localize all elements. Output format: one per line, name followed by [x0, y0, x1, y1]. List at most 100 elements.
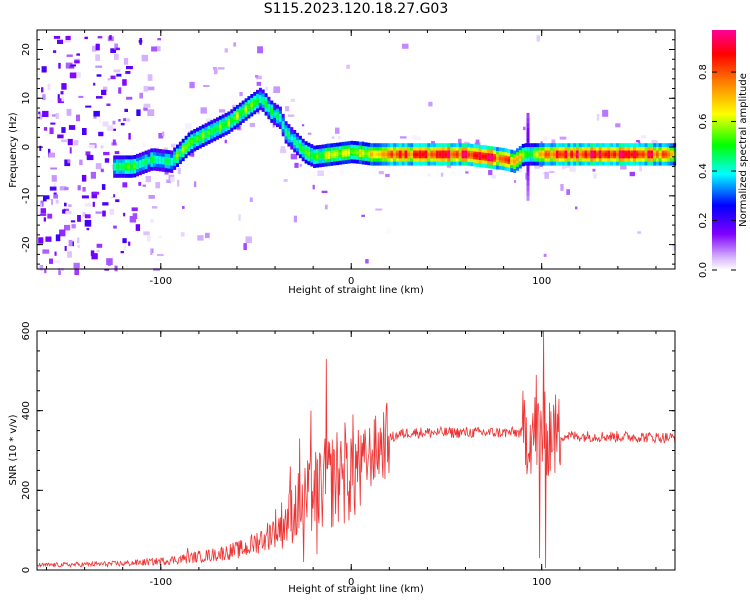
spectrogram-ridge-cell — [316, 154, 319, 159]
spectrogram-cell — [116, 73, 122, 77]
spectrogram-ridge-cell — [621, 152, 625, 157]
spectrogram-cell — [375, 208, 383, 211]
spectrogram-cell — [53, 259, 61, 264]
spectrogram-cell — [361, 214, 365, 217]
colorbar: 0.0 0.2 0.4 0.6 0.8 Normalized spectral ampl… — [698, 30, 749, 278]
spectrogram-ridge-cell — [347, 150, 351, 155]
spectrogram-cell — [126, 66, 133, 70]
spectrogram-cell — [141, 54, 148, 62]
spectrogram-ridge-cell — [116, 164, 119, 169]
spectrogram-cell — [290, 98, 296, 102]
spectrogram-ridge-cell — [421, 152, 425, 157]
spectrogram-cell — [123, 244, 127, 251]
spectrogram-cell — [61, 139, 68, 143]
spectrogram-cell — [411, 135, 418, 140]
spectrogram-xtick-label: -100 — [149, 276, 172, 287]
spectrogram-cell — [84, 203, 92, 207]
spectrogram-cell — [43, 195, 50, 202]
spectrogram-cell — [104, 158, 110, 163]
spectrogram-cell — [93, 110, 100, 117]
spectrogram-cell — [475, 139, 480, 146]
spectrogram-cell — [55, 234, 61, 242]
spectrogram-cell — [60, 91, 64, 95]
spectrogram-ridge-cell — [653, 152, 657, 157]
spectrogram-cell — [549, 170, 555, 174]
spectrogram-cell — [103, 86, 108, 92]
spectrogram-ridge-cell — [121, 164, 125, 169]
spectrogram-cell — [96, 249, 100, 252]
snr-xtick-label: 100 — [532, 577, 551, 588]
spectrogram-cell — [76, 114, 80, 122]
spectrogram-cell — [299, 163, 302, 167]
spectrogram-ridge-cell — [304, 150, 308, 155]
spectrogram-cell — [543, 253, 547, 257]
spectrogram-ridge-cell — [401, 152, 405, 157]
spectrogram-cell — [217, 67, 225, 70]
spectrogram-ridge-cell — [344, 151, 348, 155]
spectrogram-cell — [526, 166, 530, 172]
spectrogram-ridge-cell — [487, 155, 491, 159]
spectrogram-cell — [458, 138, 462, 145]
spectrogram-ridge-cell — [607, 152, 611, 157]
spectrogram-cell — [65, 35, 71, 41]
spectrogram-cell — [43, 127, 48, 131]
spectrogram-cell — [61, 95, 64, 102]
spectrogram-cell — [70, 64, 76, 67]
spectrogram-cell — [87, 52, 93, 57]
spectrogram-ridge-cell — [638, 152, 642, 157]
spectrogram-cell — [96, 96, 103, 99]
spectrogram-cell — [280, 146, 286, 152]
spectrogram-ridge-cell — [261, 99, 265, 103]
spectrogram-ridge-cell — [190, 140, 194, 144]
spectrogram-ridge-cell — [533, 152, 537, 157]
spectrogram-cell — [42, 110, 49, 117]
spectrogram-cell — [53, 192, 57, 196]
spectrogram-ridge-cell — [430, 152, 434, 157]
spectrogram-cell — [106, 258, 113, 265]
spectrogram-cell — [86, 227, 90, 231]
spectrogram-cell — [84, 214, 91, 219]
spectrogram-cell — [84, 219, 92, 227]
spectrogram-cell — [64, 187, 69, 191]
spectrogram-ridge-cell — [364, 151, 368, 156]
spectrogram-ridge-cell — [218, 125, 222, 129]
spectrogram-cell — [385, 227, 392, 234]
spectrogram-cell — [58, 62, 61, 69]
spectrogram-cell — [77, 244, 81, 249]
spectrogram-cell — [446, 164, 451, 168]
spectrogram-cell — [98, 131, 104, 137]
spectrogram-ytick-label: -20 — [21, 236, 32, 252]
spectrogram-cell — [205, 118, 213, 125]
spectrogram-cell — [180, 232, 185, 237]
spectrogram-cell — [148, 195, 155, 199]
spectrogram-xlabel: Height of straight line (km) — [288, 285, 424, 296]
spectrogram-cell — [53, 36, 61, 39]
colorbar-tick-label: 0.8 — [698, 64, 709, 80]
spectrogram-cell — [67, 251, 72, 258]
spectrogram-ridge-cell — [176, 154, 179, 158]
spectrogram-cell — [337, 135, 341, 140]
spectrogram-cell — [102, 202, 109, 206]
spectrogram-cell — [602, 109, 609, 117]
spectrogram-cell — [41, 66, 47, 73]
spectrogram-ridge-cell — [204, 132, 208, 137]
spectrogram-cell — [55, 199, 59, 204]
spectrogram-ridge-cell — [513, 160, 517, 164]
spectrogram-cell — [124, 108, 128, 112]
spectrogram-cell — [143, 86, 148, 92]
spectrogram-cell — [592, 168, 596, 172]
spectrogram-ridge-cell — [593, 152, 597, 157]
spectrogram-ridge-cell — [627, 152, 631, 157]
spectrogram-ridge-cell — [113, 164, 117, 169]
spectrogram-cell — [150, 248, 153, 255]
spectrogram-ridge-cell — [481, 154, 485, 159]
spectrogram-cell — [249, 197, 253, 202]
spectrogram-ridge-cell — [247, 105, 251, 109]
spectrogram-cell — [158, 133, 164, 139]
spectrogram-cell — [245, 236, 252, 244]
spectrogram-cell — [544, 171, 549, 179]
spectrogram-ridge-cell — [416, 152, 419, 157]
spectrogram-ridge-cell — [473, 153, 477, 157]
spectrogram-ridge-cell — [250, 103, 254, 107]
